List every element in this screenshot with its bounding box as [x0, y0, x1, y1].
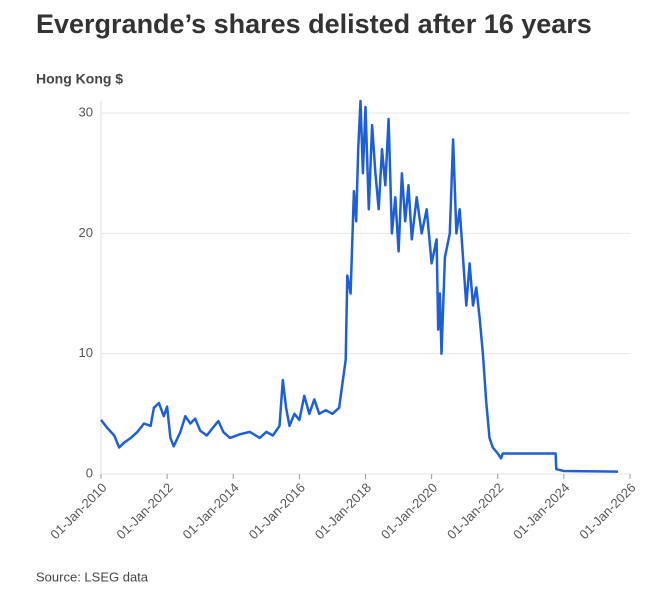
chart-title: Evergrande’s shares delisted after 16 ye… [36, 9, 592, 39]
x-tick-label: 01-Jan-2012 [113, 480, 175, 542]
y-tick-label: 10 [79, 345, 93, 360]
x-tick-label: 01-Jan-2014 [180, 480, 242, 542]
x-tick-label: 01-Jan-2018 [312, 480, 374, 542]
y-tick-label: 20 [79, 225, 93, 240]
x-tick-label: 01-Jan-2020 [378, 480, 440, 542]
y-axis-label: Hong Kong $ [36, 71, 123, 87]
x-tick-label: 01-Jan-2010 [47, 480, 109, 542]
x-tick-label: 01-Jan-2022 [444, 480, 506, 542]
y-tick-label: 0 [86, 465, 93, 480]
line [100, 99, 619, 473]
x-tick-label: 01-Jan-2016 [246, 480, 308, 542]
x-tick-label: 01-Jan-2026 [576, 480, 638, 542]
source: Source: LSEG data [36, 569, 149, 584]
y-tick-label: 30 [79, 104, 93, 119]
x-tick-label: 01-Jan-2024 [510, 480, 572, 542]
